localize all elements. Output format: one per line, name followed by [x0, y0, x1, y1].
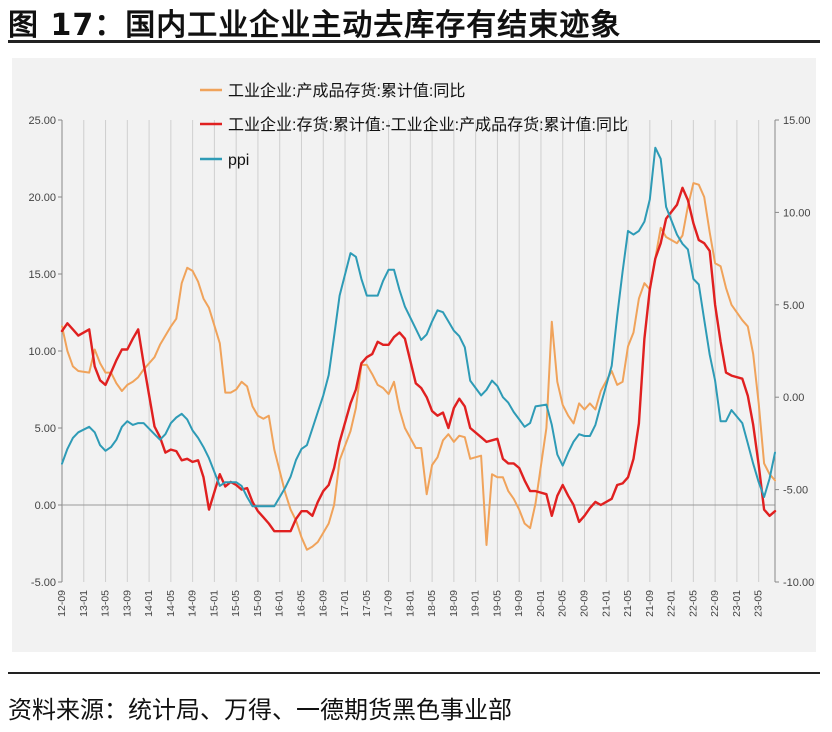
left-tick-label: 5.00: [35, 423, 56, 435]
right-tick-label: 15.00: [783, 115, 811, 127]
x-tick-label: 21-09: [644, 590, 656, 617]
title-rule: [8, 40, 820, 43]
source-note: 资料来源：统计局、万得、一德期货黑色事业部: [8, 696, 512, 724]
series-group: [60, 146, 777, 551]
x-tick-label: 20-01: [535, 590, 547, 617]
left-tick-label: 0.00: [35, 500, 56, 512]
x-tick-label: 15-05: [230, 590, 242, 617]
legend-label-3: ppi: [228, 152, 249, 169]
x-tick-label: 15-09: [252, 590, 264, 617]
x-tick-label: 19-01: [470, 590, 482, 617]
x-tick-label: 13-01: [78, 590, 90, 617]
x-tick-label: 18-09: [448, 590, 460, 617]
x-tick-label: 16-09: [317, 590, 329, 617]
left-tick-label: 20.00: [28, 192, 56, 204]
x-tick-label: 17-05: [361, 590, 373, 617]
x-tick-label: 16-05: [295, 590, 307, 617]
x-tick-label: 13-05: [100, 590, 112, 617]
right-tick-label: 5.00: [783, 300, 804, 312]
source-rule: [8, 672, 820, 674]
right-tick-label: -10.00: [783, 577, 814, 589]
gridlines: [61, 120, 760, 582]
series-line-1: [61, 182, 776, 551]
right-tick-label: -5.00: [783, 485, 808, 497]
chart-area: [12, 58, 816, 652]
x-tick-label: 21-05: [622, 590, 634, 617]
x-tick-label: 13-09: [121, 590, 133, 617]
legend-label-1: 工业企业:产成品存货:累计值:同比: [228, 82, 465, 100]
x-tick-label: 20-05: [557, 590, 569, 617]
x-tick-label: 15-01: [208, 590, 220, 617]
x-tick-label: 19-05: [491, 590, 503, 617]
x-tick-label: 20-09: [579, 590, 591, 617]
legend: 工业企业:产成品存货:累计值:同比工业企业:存货:累计值:-工业企业:产成品存货…: [200, 82, 628, 169]
x-tick-label: 16-01: [274, 590, 286, 617]
x-tick-label: 22-09: [709, 590, 721, 617]
series-line-2: [60, 186, 777, 533]
x-tick-label: 14-01: [143, 590, 155, 617]
right-tick-label: 10.00: [783, 207, 811, 219]
x-tick-label: 23-05: [753, 590, 765, 617]
x-tick-label: 14-09: [187, 590, 199, 617]
right-tick-label: 0.00: [783, 392, 804, 404]
x-tick-label: 12-09: [56, 590, 68, 617]
x-tick-label: 14-05: [165, 590, 177, 617]
legend-label-2: 工业企业:存货:累计值:-工业企业:产成品存货:累计值:同比: [228, 116, 628, 134]
x-tick-label: 23-01: [731, 590, 743, 617]
figure-title: 图 17：国内工业企业主动去库存有结束迹象: [8, 8, 622, 43]
x-tick-label: 17-01: [339, 590, 351, 617]
x-tick-label: 22-05: [687, 590, 699, 617]
left-tick-label: 25.00: [28, 115, 56, 127]
series-line-3: [61, 146, 776, 508]
left-tick-label: 10.00: [28, 346, 56, 358]
axes: 12-09 13-01 13-05 13-09 14-01 14-05 14-09 15-01…: [28, 115, 814, 617]
x-tick-label: 21-01: [600, 590, 612, 617]
x-tick-label: 22-01: [666, 590, 678, 617]
left-tick-label: 15.00: [28, 269, 56, 281]
left-tick-label: -5.00: [31, 577, 56, 589]
x-tick-label: 19-09: [513, 590, 525, 617]
x-tick-label: 17-09: [383, 590, 395, 617]
x-tick-label: 18-05: [426, 590, 438, 617]
x-tick-label: 18-01: [404, 590, 416, 617]
